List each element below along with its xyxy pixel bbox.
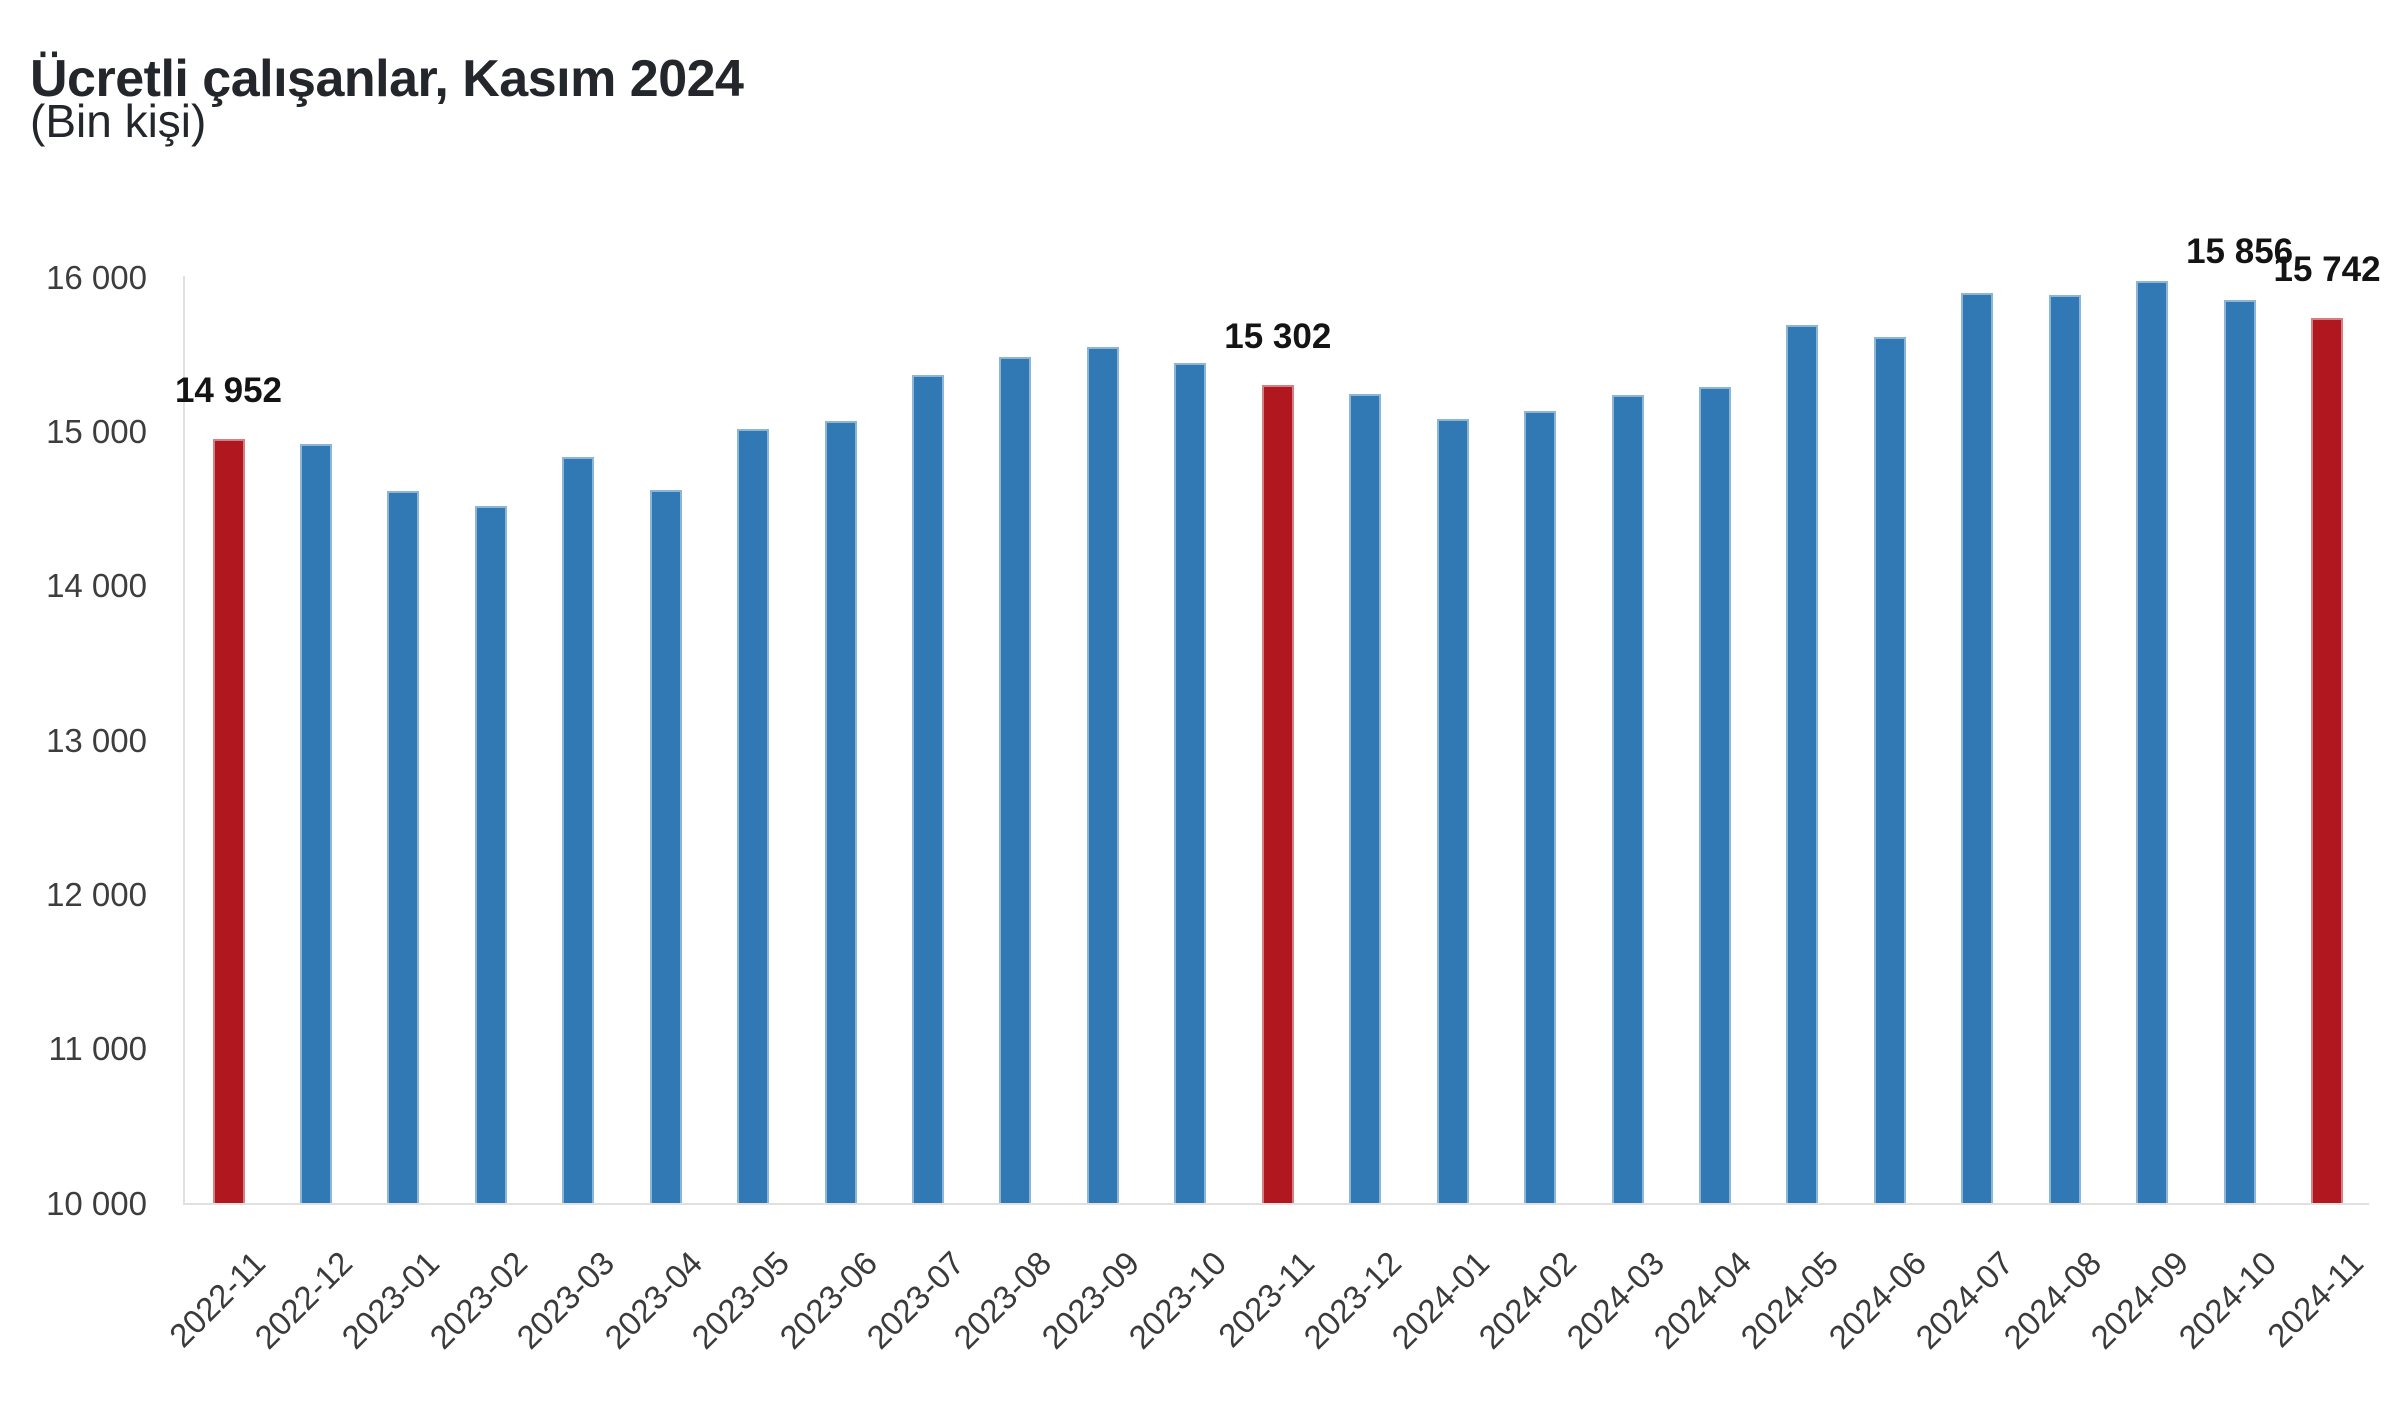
x-tick-label-2023-03: 2023-03 <box>509 1243 622 1356</box>
x-tick-label-2023-08: 2023-08 <box>946 1243 1059 1356</box>
x-tick-label-2024-10: 2024-10 <box>2170 1243 2283 1356</box>
x-tick-label-2024-01: 2024-01 <box>1384 1243 1496 1356</box>
bar-2023-10[interactable] <box>1174 363 1207 1204</box>
bar-2024-02[interactable] <box>1524 411 1557 1204</box>
x-tick-label-2024-05: 2024-05 <box>1733 1243 1846 1356</box>
bar-2024-09[interactable] <box>2136 280 2169 1204</box>
x-tick-label-2024-11: 2024-11 <box>2260 1243 2371 1354</box>
x-tick-label-2024-06: 2024-06 <box>1821 1243 1934 1356</box>
bar-2024-10[interactable] <box>2223 299 2256 1204</box>
bar-value-label-2023-11: 15 302 <box>1224 317 1332 357</box>
x-tick-label-2024-07: 2024-07 <box>1908 1243 2021 1356</box>
bar-2022-11[interactable] <box>212 439 245 1204</box>
x-tick-label-2023-02: 2023-02 <box>422 1243 534 1356</box>
bar-2023-09[interactable] <box>1086 347 1119 1204</box>
x-axis-line <box>183 1202 2369 1205</box>
y-tick-label: 14 000 <box>46 567 147 605</box>
page-subtitle: (Bin kişi) <box>30 95 207 147</box>
x-tick-label-2024-09: 2024-09 <box>2083 1243 2196 1356</box>
bar-2023-08[interactable] <box>999 357 1032 1204</box>
x-tick-label-2023-05: 2023-05 <box>684 1243 797 1356</box>
bar-2023-01[interactable] <box>387 490 420 1204</box>
bar-2023-04[interactable] <box>649 490 682 1204</box>
x-tick-label-2024-03: 2024-03 <box>1558 1243 1671 1356</box>
bar-2023-07[interactable] <box>912 375 945 1204</box>
y-axis-line <box>183 275 185 1204</box>
bar-value-label-2022-11: 14 952 <box>174 371 283 411</box>
y-tick-label: 16 000 <box>46 258 147 296</box>
x-tick-label-2023-10: 2023-10 <box>1121 1243 1234 1356</box>
bar-2024-06[interactable] <box>1873 336 1906 1204</box>
x-tick-label-2023-06: 2023-06 <box>771 1243 884 1356</box>
bar-2024-03[interactable] <box>1611 394 1644 1204</box>
y-tick-label: 11 000 <box>48 1030 147 1068</box>
bar-2023-02[interactable] <box>474 506 507 1204</box>
page-title: Ücretli çalışanlar, Kasım 2024 <box>30 49 744 108</box>
x-tick-label-2023-04: 2023-04 <box>597 1243 709 1356</box>
bar-2023-06[interactable] <box>824 421 857 1204</box>
bar-2024-04[interactable] <box>1698 387 1731 1204</box>
bar-2024-05[interactable] <box>1786 324 1819 1204</box>
bar-2023-05[interactable] <box>737 428 770 1204</box>
bar-2024-07[interactable] <box>1961 292 1994 1204</box>
bar-2024-01[interactable] <box>1436 418 1469 1204</box>
y-tick-label: 13 000 <box>46 721 147 759</box>
x-tick-label-2023-12: 2023-12 <box>1296 1243 1409 1356</box>
bar-2022-12[interactable] <box>299 444 332 1204</box>
y-tick-label: 15 000 <box>46 413 147 450</box>
bar-2024-08[interactable] <box>2048 294 2081 1204</box>
bar-2023-03[interactable] <box>562 457 595 1204</box>
x-tick-label-2024-02: 2024-02 <box>1471 1243 1584 1356</box>
y-tick-label: 10 000 <box>46 1184 147 1222</box>
bar-2023-11[interactable] <box>1261 385 1294 1204</box>
bar-2024-11[interactable] <box>2311 317 2344 1204</box>
x-tick-label-2024-08: 2024-08 <box>1996 1243 2108 1356</box>
x-tick-label-2023-01: 2023-01 <box>334 1243 447 1356</box>
bar-2023-12[interactable] <box>1349 394 1382 1204</box>
y-tick-label: 12 000 <box>46 875 147 913</box>
bar-value-label-2024-11: 15 742 <box>2273 249 2381 289</box>
bar-value-label-2024-10: 15 856 <box>2186 231 2294 271</box>
